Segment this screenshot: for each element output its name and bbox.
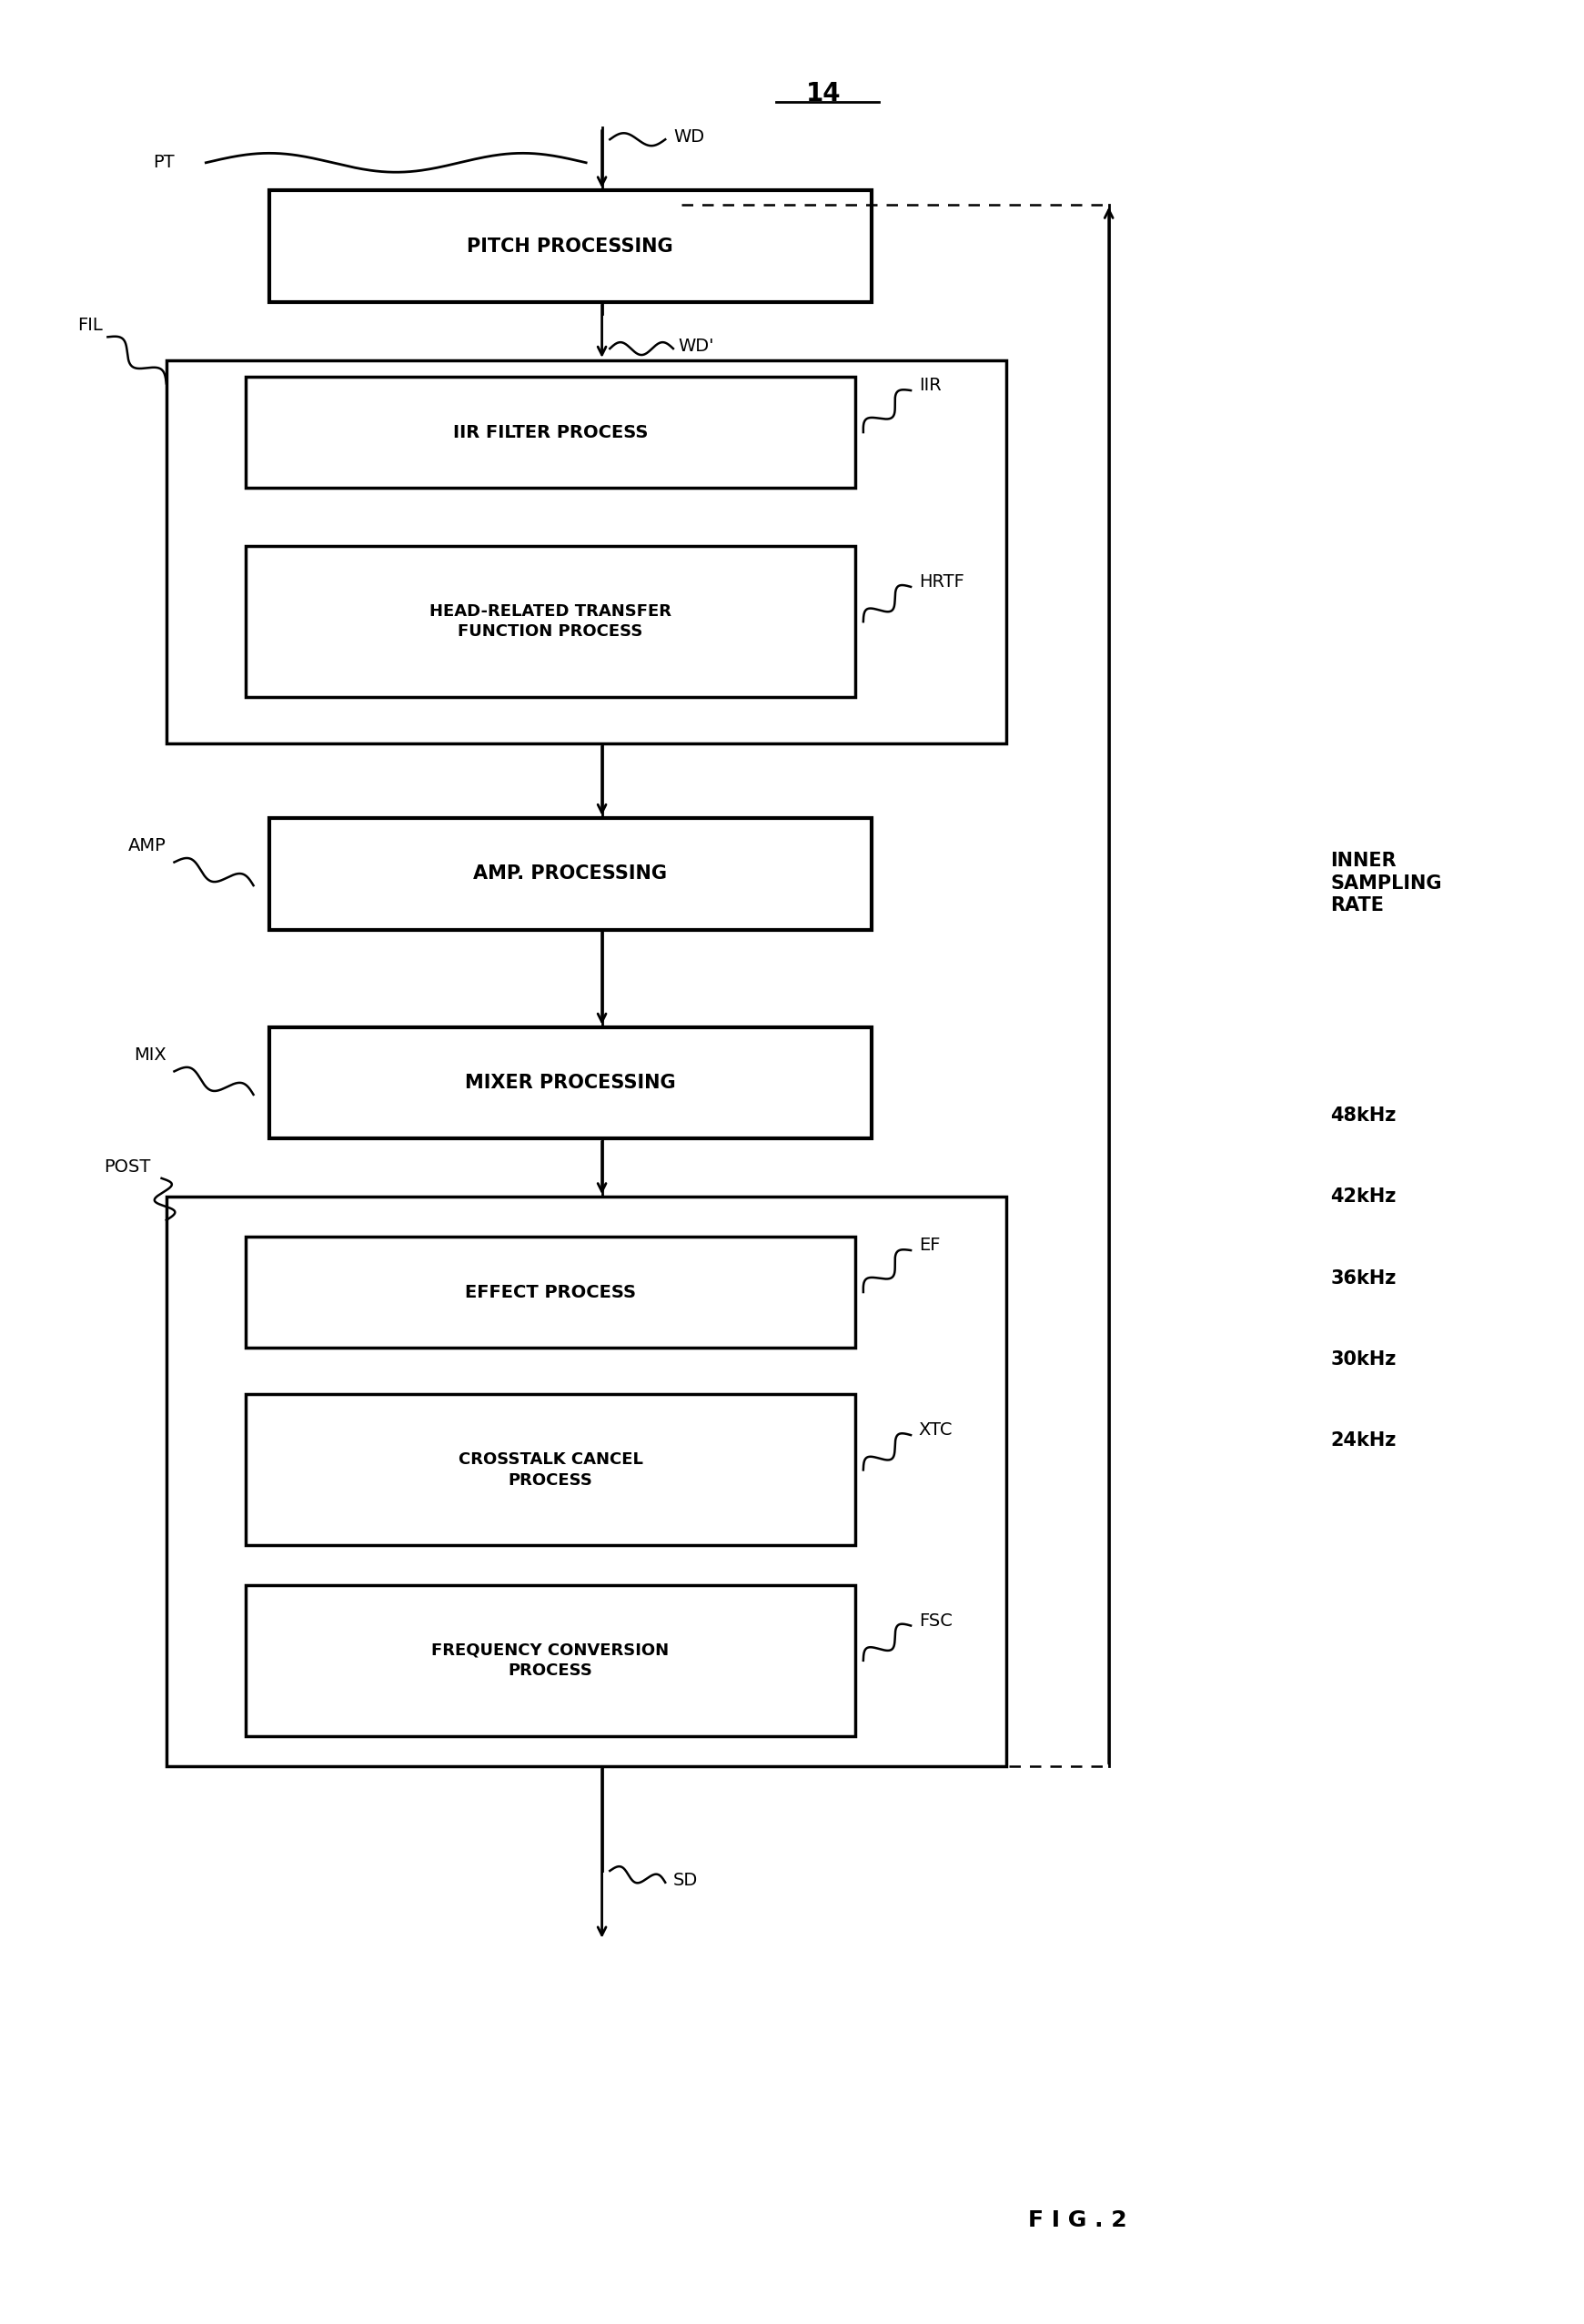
Text: FIL: FIL: [78, 316, 103, 335]
Bar: [269, 818, 871, 930]
Text: CROSSTALK CANCEL
PROCESS: CROSSTALK CANCEL PROCESS: [458, 1452, 643, 1487]
Text: POST: POST: [103, 1157, 150, 1176]
Text: MIX: MIX: [133, 1046, 166, 1064]
Text: MIXER PROCESSING: MIXER PROCESSING: [464, 1074, 676, 1092]
Bar: [269, 1027, 871, 1139]
Text: FSC: FSC: [919, 1613, 952, 1629]
Text: 48kHz: 48kHz: [1331, 1106, 1397, 1125]
Text: AMP: AMP: [128, 837, 166, 855]
Text: IIR: IIR: [919, 376, 941, 395]
Text: WD: WD: [673, 128, 705, 146]
Bar: [166, 1197, 1006, 1766]
Text: F I G . 2: F I G . 2: [1028, 2210, 1126, 2231]
Text: SD: SD: [673, 1871, 699, 1889]
Text: 30kHz: 30kHz: [1331, 1350, 1397, 1369]
Text: FREQUENCY CONVERSION
PROCESS: FREQUENCY CONVERSION PROCESS: [432, 1643, 668, 1678]
Text: IIR FILTER PROCESS: IIR FILTER PROCESS: [453, 423, 648, 442]
Bar: [246, 376, 855, 488]
Text: INNER
SAMPLING
RATE: INNER SAMPLING RATE: [1331, 851, 1441, 916]
Bar: [246, 546, 855, 697]
Text: XTC: XTC: [919, 1422, 954, 1439]
Text: HEAD-RELATED TRANSFER
FUNCTION PROCESS: HEAD-RELATED TRANSFER FUNCTION PROCESS: [429, 604, 672, 639]
Text: AMP. PROCESSING: AMP. PROCESSING: [474, 865, 667, 883]
Text: WD': WD': [678, 337, 714, 356]
Text: 36kHz: 36kHz: [1331, 1269, 1397, 1287]
Text: 14: 14: [806, 81, 841, 107]
Bar: [246, 1585, 855, 1736]
Bar: [246, 1394, 855, 1545]
Text: 42kHz: 42kHz: [1331, 1188, 1397, 1206]
Bar: [166, 360, 1006, 744]
Text: EF: EF: [919, 1236, 939, 1255]
Text: 24kHz: 24kHz: [1331, 1432, 1397, 1450]
Text: HRTF: HRTF: [919, 574, 965, 590]
Bar: [246, 1236, 855, 1348]
Text: EFFECT PROCESS: EFFECT PROCESS: [466, 1283, 635, 1301]
Text: PITCH PROCESSING: PITCH PROCESSING: [467, 237, 673, 256]
Text: PT: PT: [152, 153, 174, 172]
Bar: [269, 191, 871, 302]
